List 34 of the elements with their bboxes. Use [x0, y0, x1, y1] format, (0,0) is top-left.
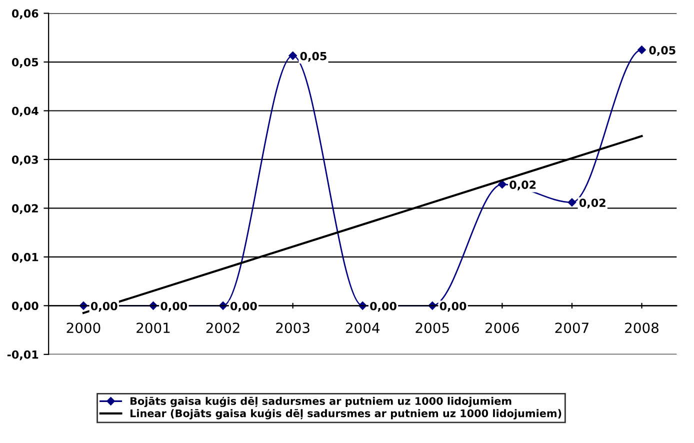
- x-tick-label: 2001: [136, 322, 170, 334]
- x-tick-label: 2004: [346, 322, 380, 334]
- y-tick-label: 0,04: [12, 106, 38, 117]
- data-label: 0,00: [90, 302, 118, 312]
- point: [218, 302, 228, 310]
- legend-label: Bojāts gaisa kuģis dēļ sadursmes ar putniem uz 1000 lidojumiem: [130, 396, 512, 408]
- y-tick-label: 0,02: [12, 204, 38, 214]
- x-tick-label: 2002: [206, 322, 240, 334]
- x-tick-label: 2003: [276, 322, 310, 334]
- point: [568, 198, 576, 206]
- y-tick-label: -0,01: [7, 350, 38, 360]
- data-label: 0,05: [300, 52, 326, 62]
- data-label: 0,00: [370, 302, 396, 312]
- data-label: 0,05: [649, 46, 676, 56]
- y-tick-label: 0,06: [12, 9, 38, 20]
- x-tick-label: 2005: [416, 322, 449, 334]
- y-tick-label: 0,05: [12, 58, 38, 68]
- point: [638, 46, 646, 54]
- y-tick-label: 0,00: [12, 302, 38, 312]
- x-tick-label: 2007: [555, 322, 588, 334]
- point: [79, 302, 88, 310]
- point: [288, 52, 297, 60]
- y-tick-label: 0,01: [12, 252, 38, 263]
- x-tick-label: 2000: [66, 322, 100, 334]
- data-label: 0,00: [440, 302, 466, 312]
- x-tick-label: 2006: [486, 322, 519, 334]
- data-label: 0,02: [579, 198, 606, 208]
- data-label: 0,02: [510, 180, 536, 190]
- legend-label: Linear (Bojāts gaisa kuģis dēļ sadursmes ar putniem uz 1000 lidojumiem): [130, 409, 562, 420]
- point: [498, 180, 506, 188]
- data-label: 0,00: [230, 302, 257, 312]
- data-label: 0,00: [160, 302, 188, 312]
- x-tick-label: 2008: [625, 322, 658, 334]
- y-tick-label: 0,03: [12, 155, 38, 166]
